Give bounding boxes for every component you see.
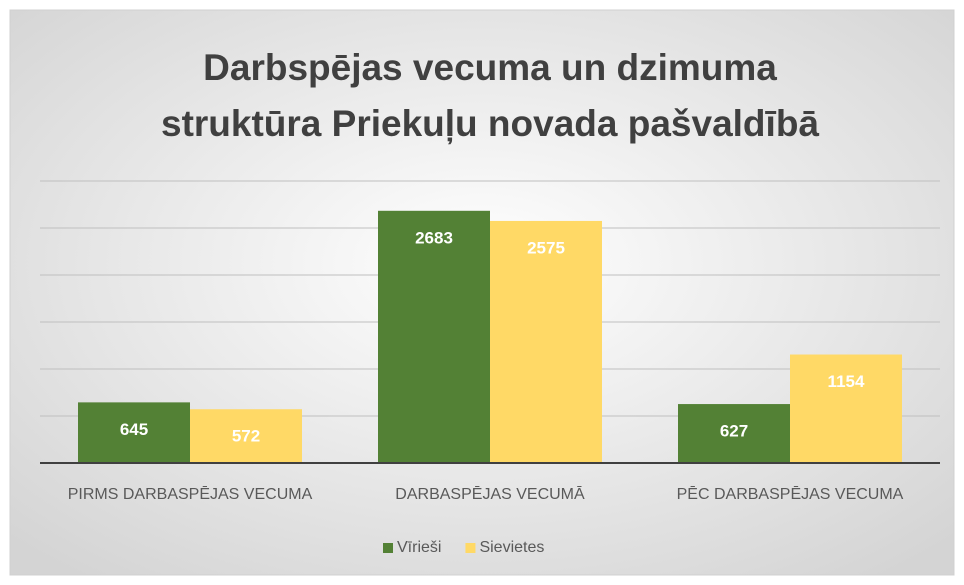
bar — [790, 354, 902, 463]
data-label: 627 — [720, 422, 748, 441]
bar — [190, 409, 302, 463]
legend-label: Sievietes — [479, 539, 544, 556]
bar — [78, 402, 190, 463]
legend-swatch — [383, 543, 393, 553]
bar — [678, 404, 790, 463]
bar — [490, 220, 602, 463]
x-tick-label: DARBASPĒJAS VECUMĀ — [395, 485, 585, 503]
chart-title: struktūra Priekuļu novada pašvaldībā — [161, 103, 819, 145]
data-label: 645 — [120, 420, 148, 439]
data-label: 2683 — [415, 228, 453, 247]
data-label: 1154 — [828, 372, 865, 391]
data-label: 572 — [232, 427, 260, 446]
bar — [378, 210, 490, 463]
data-label: 2575 — [527, 238, 565, 257]
chart-title: Darbspējas vecuma un dzimuma — [203, 47, 777, 88]
legend-label: Vīrieši — [397, 539, 441, 556]
legend-swatch — [465, 543, 476, 553]
x-tick-label: PĒC DARBASPĒJAS VECUMA — [677, 485, 904, 503]
x-tick-label: PIRMS DARBASPĒJAS VECUMA — [68, 485, 313, 503]
